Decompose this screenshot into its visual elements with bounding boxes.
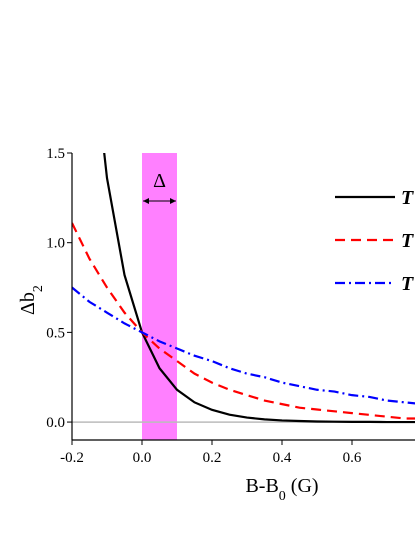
y-tick-label: 1.0 (46, 236, 65, 252)
x-tick-label: 0.6 (343, 450, 362, 466)
y-tick-label: 0.0 (46, 415, 65, 431)
y-tick-label: 1.5 (46, 146, 65, 162)
y-tick-label: 0.5 (46, 325, 65, 341)
data-line (72, 222, 415, 420)
data-line (103, 153, 415, 424)
y-axis-label: Δb2 (17, 285, 46, 315)
legend-label: T (401, 273, 414, 295)
legend-label: T (401, 187, 414, 209)
highlight-band (142, 153, 177, 440)
legend-label: T (401, 230, 414, 252)
x-tick-label: 0.4 (273, 450, 292, 466)
x-axis-label: B-B0 (G) (245, 475, 318, 504)
band-label: Δ (153, 170, 166, 192)
x-tick-label: 0.2 (203, 450, 222, 466)
x-tick-label: 0.0 (133, 450, 152, 466)
x-tick-label: -0.2 (60, 450, 84, 466)
data-line (72, 286, 415, 405)
